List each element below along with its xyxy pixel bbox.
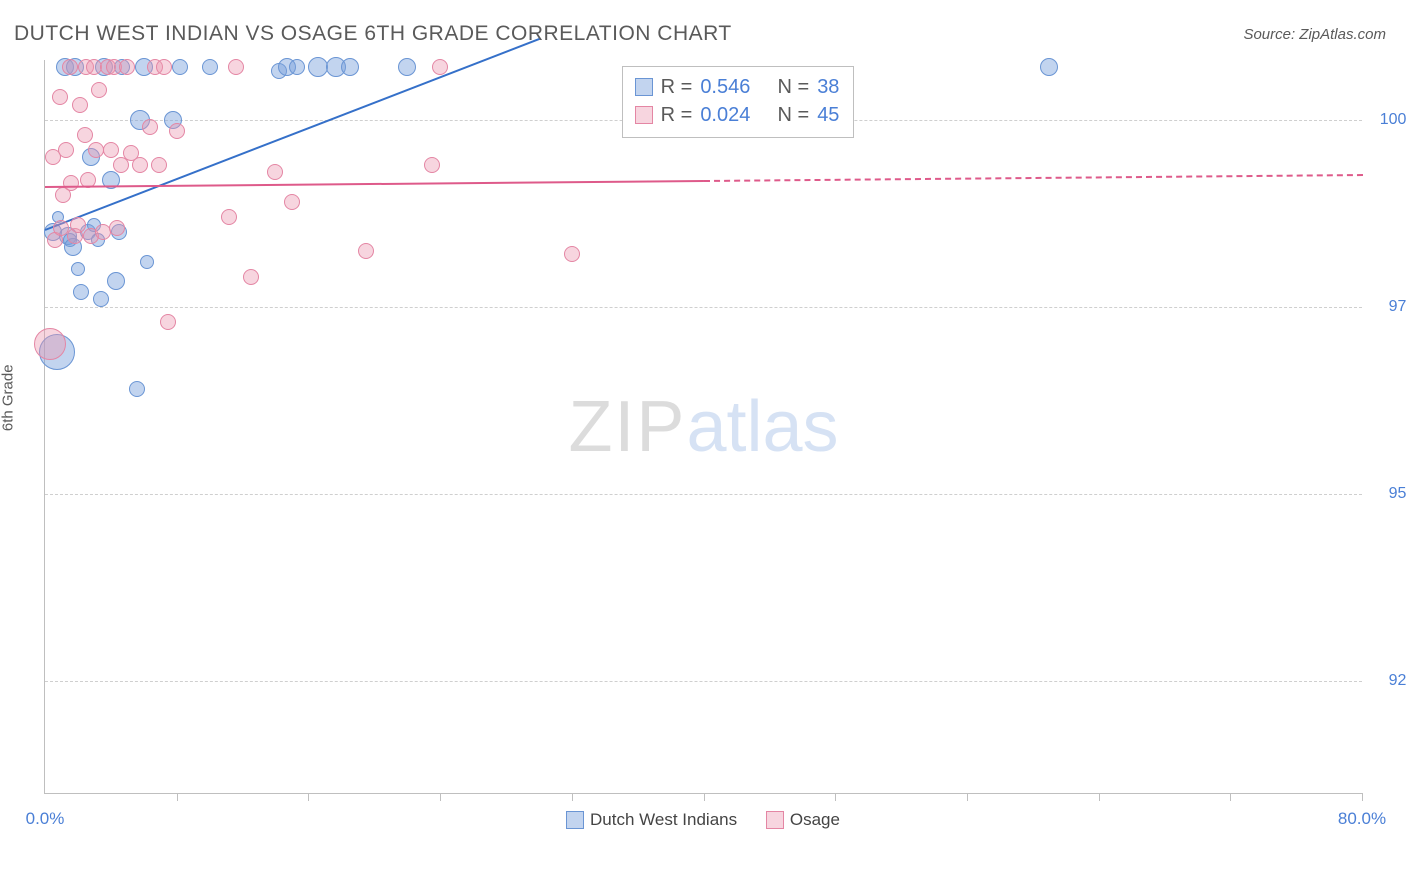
trend-line bbox=[45, 180, 704, 188]
legend-stats-row-1: R = 0.546 N = 38 bbox=[635, 73, 840, 101]
x-tick bbox=[1099, 793, 1100, 801]
r-value-1: 0.546 bbox=[700, 73, 750, 101]
trend-line-dashed bbox=[704, 174, 1363, 182]
legend-stats-swatch-2 bbox=[635, 106, 653, 124]
data-point bbox=[243, 269, 259, 285]
data-point bbox=[107, 272, 125, 290]
data-point bbox=[62, 59, 78, 75]
x-tick bbox=[835, 793, 836, 801]
data-point bbox=[160, 314, 176, 330]
data-point bbox=[52, 89, 68, 105]
data-point bbox=[151, 157, 167, 173]
data-point bbox=[142, 119, 158, 135]
legend-stats-row-2: R = 0.024 N = 45 bbox=[635, 101, 840, 129]
data-point bbox=[132, 157, 148, 173]
legend-bottom: Dutch West Indians Osage bbox=[14, 810, 1392, 834]
r-value-2: 0.024 bbox=[700, 101, 750, 129]
x-tick bbox=[572, 793, 573, 801]
x-tick bbox=[967, 793, 968, 801]
data-point bbox=[95, 224, 111, 240]
data-point bbox=[88, 142, 104, 158]
data-point bbox=[267, 164, 283, 180]
data-point bbox=[77, 127, 93, 143]
data-point bbox=[58, 142, 74, 158]
n-label: N = bbox=[778, 73, 810, 101]
data-point bbox=[432, 59, 448, 75]
r-label: R = bbox=[661, 101, 693, 129]
data-point bbox=[289, 59, 305, 75]
data-point bbox=[70, 217, 86, 233]
chart-title: DUTCH WEST INDIAN VS OSAGE 6TH GRADE COR… bbox=[14, 22, 732, 46]
data-point bbox=[91, 82, 107, 98]
gridline-horizontal bbox=[45, 307, 1362, 308]
legend-swatch-dutch bbox=[566, 811, 584, 829]
legend-stats-swatch-1 bbox=[635, 78, 653, 96]
n-value-2: 45 bbox=[817, 101, 839, 129]
data-point bbox=[172, 59, 188, 75]
x-tick bbox=[440, 793, 441, 801]
data-point bbox=[221, 209, 237, 225]
n-value-1: 38 bbox=[817, 73, 839, 101]
y-tick-label: 92.5% bbox=[1370, 672, 1406, 690]
gridline-horizontal bbox=[45, 494, 1362, 495]
data-point bbox=[424, 157, 440, 173]
data-point bbox=[109, 220, 125, 236]
y-tick-label: 97.5% bbox=[1370, 298, 1406, 316]
legend-label-osage: Osage bbox=[790, 810, 840, 830]
data-point bbox=[228, 59, 244, 75]
data-point bbox=[156, 59, 172, 75]
legend-item-dutch: Dutch West Indians bbox=[566, 810, 737, 830]
y-tick-label: 95.0% bbox=[1370, 485, 1406, 503]
x-tick bbox=[1362, 793, 1363, 801]
r-label: R = bbox=[661, 73, 693, 101]
data-point bbox=[1040, 58, 1058, 76]
data-point bbox=[63, 175, 79, 191]
data-point bbox=[284, 194, 300, 210]
legend-stats-box: R = 0.546 N = 38R = 0.024 N = 45 bbox=[622, 66, 855, 138]
y-axis-label: 6th Grade bbox=[0, 364, 17, 431]
x-tick bbox=[1230, 793, 1231, 801]
x-tick bbox=[704, 793, 705, 801]
gridline-horizontal bbox=[45, 681, 1362, 682]
legend-item-osage: Osage bbox=[766, 810, 840, 830]
y-tick-label: 100.0% bbox=[1370, 111, 1406, 129]
data-point bbox=[34, 328, 66, 360]
chart-container: 6th Grade ZIPatlas 100.0%97.5%95.0%92.5%… bbox=[14, 50, 1392, 862]
watermark-part2: atlas bbox=[686, 387, 838, 467]
chart-header: DUTCH WEST INDIAN VS OSAGE 6TH GRADE COR… bbox=[0, 0, 1406, 52]
data-point bbox=[72, 97, 88, 113]
watermark-part1: ZIP bbox=[568, 387, 686, 467]
source-attribution: Source: ZipAtlas.com bbox=[1243, 26, 1386, 43]
x-tick bbox=[308, 793, 309, 801]
watermark: ZIPatlas bbox=[568, 386, 838, 468]
data-point bbox=[308, 57, 328, 77]
x-tick bbox=[177, 793, 178, 801]
plot-area: ZIPatlas 100.0%97.5%95.0%92.5%0.0%80.0%R… bbox=[44, 60, 1362, 794]
n-label: N = bbox=[778, 101, 810, 129]
data-point bbox=[202, 59, 218, 75]
data-point bbox=[398, 58, 416, 76]
data-point bbox=[103, 142, 119, 158]
data-point bbox=[73, 284, 89, 300]
data-point bbox=[129, 381, 145, 397]
data-point bbox=[358, 243, 374, 259]
data-point bbox=[341, 58, 359, 76]
data-point bbox=[140, 255, 154, 269]
legend-label-dutch: Dutch West Indians bbox=[590, 810, 737, 830]
data-point bbox=[71, 262, 85, 276]
data-point bbox=[169, 123, 185, 139]
data-point bbox=[119, 59, 135, 75]
data-point bbox=[564, 246, 580, 262]
data-point bbox=[93, 291, 109, 307]
legend-swatch-osage bbox=[766, 811, 784, 829]
